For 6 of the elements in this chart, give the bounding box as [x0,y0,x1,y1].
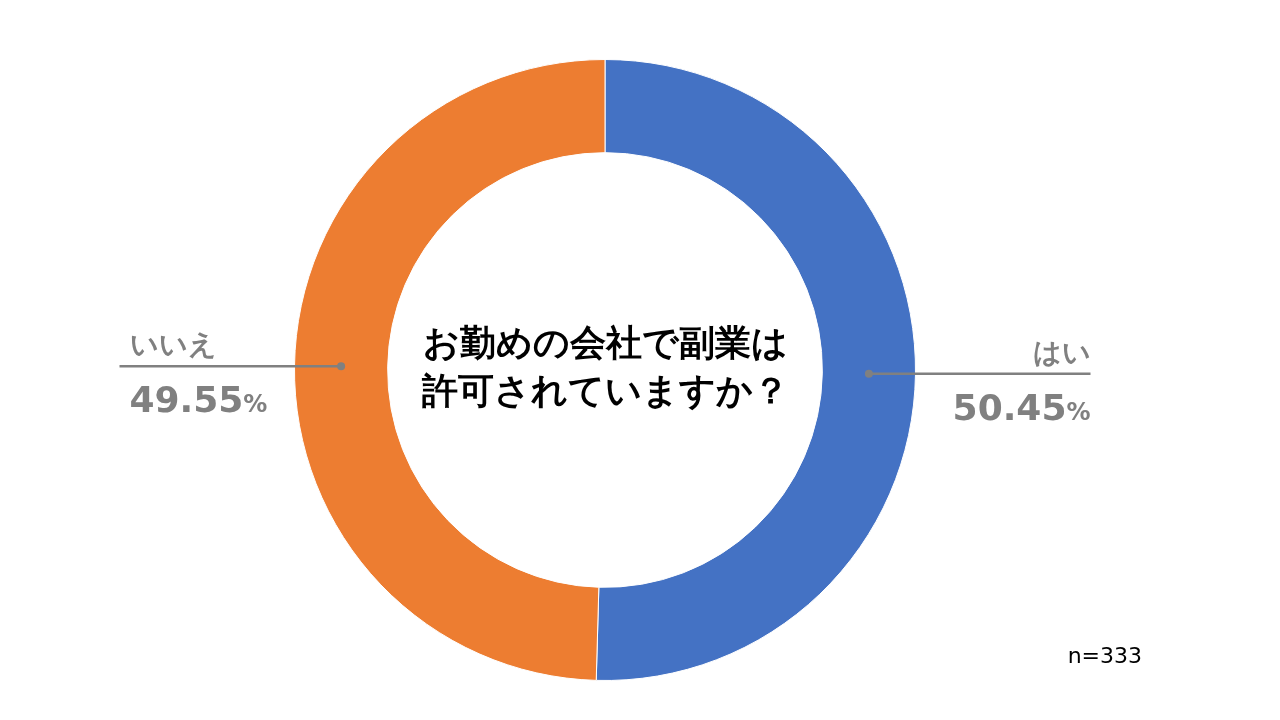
data-label: 49.55% [129,379,268,421]
slice-label: はい [1032,335,1091,369]
text: お勤めの会社で副業は許可されていますか？ [420,322,789,412]
text: n=333 [1067,643,1142,668]
data-label: 50.45% [952,386,1091,428]
slice-label: いいえ [129,328,217,362]
